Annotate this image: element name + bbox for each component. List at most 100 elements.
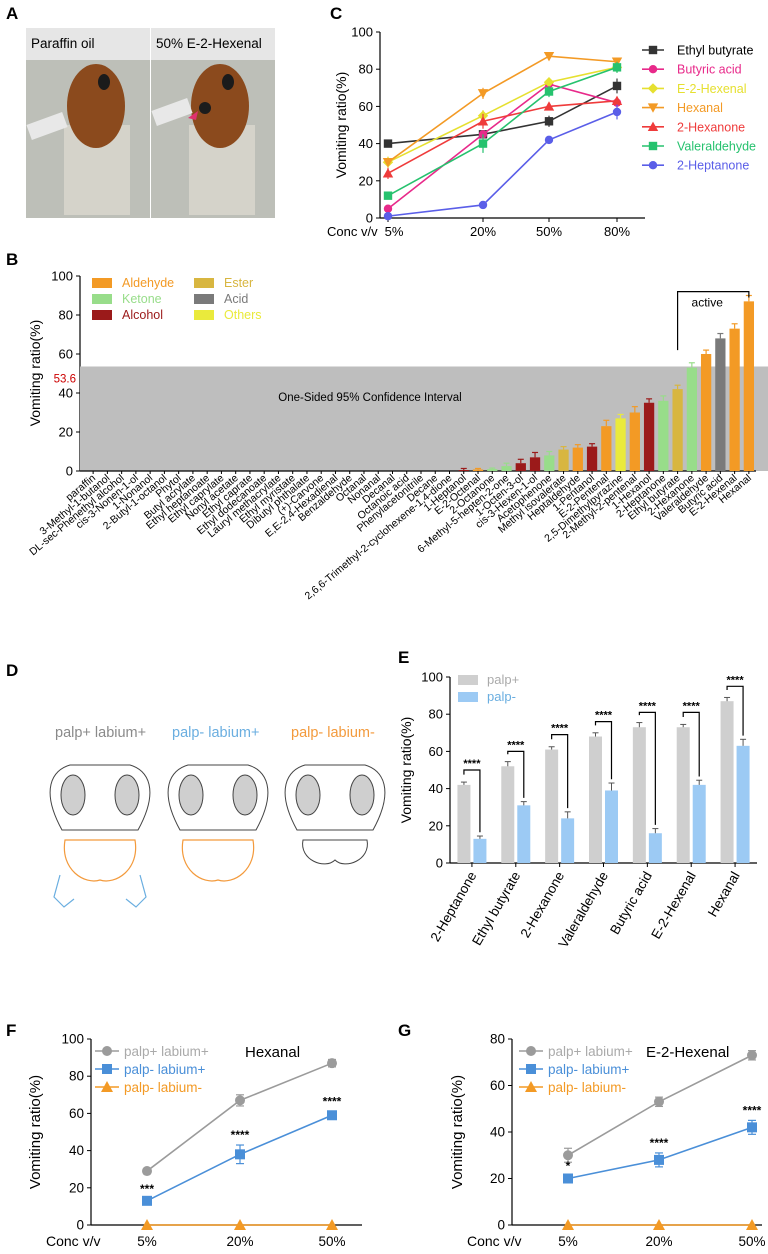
bar-palp-2-hexanone	[561, 818, 575, 863]
legend-marker	[648, 45, 658, 55]
legend-item-palp-labium: palp- labium-	[95, 1080, 202, 1095]
legend-marker	[647, 121, 659, 131]
legend-item-palp: palp-	[458, 689, 516, 704]
y-tick-label: 20	[429, 818, 443, 833]
bar-palp-2-hexanone	[545, 749, 559, 863]
data-point	[142, 1166, 152, 1177]
series-line	[387, 85, 618, 145]
diagram-panel-d: palp+ labium+ palp- labium+ palp- labium…	[49, 725, 386, 908]
x-tick-label: Hexanal	[705, 869, 743, 919]
chart-g: 0 20 40 60 80 5% 20% 50% Conc v/v Vomiting ratio(…	[449, 1032, 766, 1250]
legend-label: palp- labium-	[548, 1080, 626, 1095]
compound-eye-left	[60, 774, 86, 816]
legend-label: Acid	[224, 292, 248, 306]
y-tick-label: 40	[359, 136, 373, 151]
chart-title: Hexanal	[245, 1044, 300, 1061]
vomit-arrow-icon	[188, 111, 198, 120]
bar-cis-3-hexen-1-ol	[529, 457, 541, 471]
y-tick-label: 60	[59, 347, 73, 362]
x-tick-label: 50%	[536, 224, 562, 239]
data-point	[746, 1219, 758, 1230]
legend-item-2-heptanone: 2-Heptanone	[642, 159, 749, 173]
x-tick-label: 5%	[137, 1234, 157, 1249]
compound-eye-right	[349, 774, 375, 816]
legend-item-hexanal: Hexanal	[642, 101, 723, 115]
significance-stars: ****	[551, 723, 569, 735]
series-hexanal	[382, 51, 623, 168]
bar-palp-ethyl-butyrate	[517, 805, 531, 863]
bar-palp-2-heptanone	[457, 784, 471, 863]
significance-bracket	[638, 711, 656, 825]
legend-label: Valeraldehyde	[677, 140, 756, 154]
data-point	[235, 1149, 245, 1160]
series-valeraldehyde	[383, 61, 622, 200]
y-tick-label: 60	[69, 1106, 84, 1121]
data-point	[653, 1219, 665, 1230]
data-point	[611, 95, 623, 106]
bar-palp-ethyl-butyrate	[501, 766, 515, 863]
y-tick-label: 80	[59, 308, 73, 323]
series-palp-labium	[562, 1219, 758, 1230]
bar-palp-butyric-acid	[648, 833, 662, 863]
legend-item-valeraldehyde: Valeraldehyde	[642, 140, 756, 154]
chart-b: 0 20 40 60 80 100 Vomiting ratio(%) One-Sided 9…	[27, 269, 768, 602]
legend-item-aldehyde: Aldehyde	[92, 276, 174, 290]
y-tick-label: 0	[436, 856, 443, 871]
significance-bracket	[682, 711, 700, 777]
panel-label-f: F	[6, 1021, 16, 1040]
legend-item-others: Others	[194, 308, 262, 322]
series-2-hexanone	[382, 95, 623, 179]
data-point	[234, 1219, 246, 1230]
data-point	[563, 1173, 573, 1184]
y-tick-label: 80	[69, 1069, 84, 1084]
series-palp-labium: ***********	[140, 1095, 342, 1206]
y-tick-label: 100	[61, 1032, 84, 1047]
legend-item-alcohol: Alcohol	[92, 308, 163, 322]
locust-eye-right	[222, 74, 234, 90]
legend-item-e-2-hexenal: E-2-Hexenal	[642, 82, 746, 96]
legend-item-ketone: Ketone	[92, 292, 162, 306]
x-tick-label: 5%	[385, 224, 404, 239]
legend-marker	[525, 1081, 537, 1092]
data-point	[235, 1095, 245, 1106]
bar-2-octanone	[487, 469, 498, 471]
compound-eye-right	[114, 774, 140, 816]
bar-e-2-octenal	[472, 469, 484, 471]
y-tick-label: 0	[76, 1218, 84, 1233]
series-butyric-acid	[383, 78, 622, 213]
significance-stars: ****	[743, 1103, 762, 1117]
significance-stars: ****	[463, 758, 481, 770]
legend-label: palp+ labium+	[548, 1044, 633, 1059]
legend-item-palp-labium: palp+ labium+	[95, 1044, 209, 1059]
legend-marker	[102, 1064, 112, 1074]
data-point	[478, 139, 488, 148]
legend-label: palp- labium+	[548, 1062, 630, 1077]
chart-e: 0 20 40 60 80 100 Vomiting ratio(%) **** 2-Hepta…	[398, 670, 757, 950]
bar-acetophenone	[544, 455, 555, 471]
x-tick-label: 20%	[226, 1234, 253, 1249]
legend-swatch	[92, 310, 112, 320]
bar-1-pentanol	[586, 446, 598, 471]
legend-item-palp-labium: palp+ labium+	[519, 1044, 633, 1059]
data-point	[544, 87, 554, 96]
diagram-caption-3: palp- labium-	[291, 725, 375, 741]
labium-outline	[63, 839, 137, 882]
bar-6-methyl-5-hepten-2-one	[501, 466, 512, 471]
legend-marker	[101, 1081, 113, 1092]
y-axis-label: Vomiting ratio(%)	[333, 72, 349, 179]
data-point	[747, 1122, 757, 1133]
legend-marker	[648, 161, 658, 170]
significance-stars: ***	[140, 1182, 154, 1196]
panel-label-g: G	[398, 1021, 411, 1040]
legend-marker	[648, 65, 658, 74]
palp-outline	[53, 874, 147, 908]
head-diagram-1	[49, 764, 151, 908]
series-palp-labium: *********	[563, 1103, 762, 1184]
legend-marker	[647, 103, 659, 113]
legend-label: Ethyl butyrate	[677, 44, 753, 58]
legend-swatch	[458, 675, 478, 685]
legend-item-palp: palp+	[458, 672, 519, 687]
series-line	[387, 66, 618, 197]
data-point	[612, 107, 622, 117]
legend-item-acid: Acid	[194, 292, 248, 306]
